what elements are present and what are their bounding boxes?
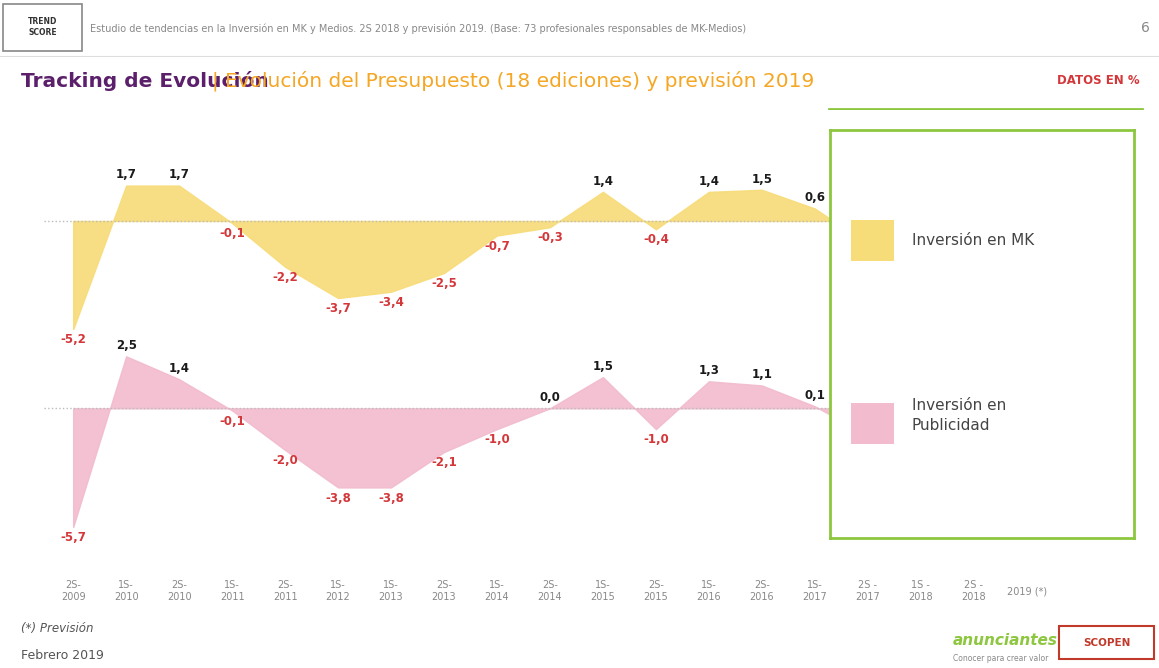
Text: 2S-
2009: 2S- 2009 — [61, 580, 86, 602]
Text: 2S -
2017: 2S - 2017 — [855, 580, 880, 602]
Text: -1,3: -1,3 — [855, 440, 881, 452]
Text: -0,8: -0,8 — [1014, 242, 1040, 255]
Text: 1S-
2016: 1S- 2016 — [697, 580, 721, 602]
Text: 1S-
2013: 1S- 2013 — [379, 580, 403, 602]
Text: -3,7: -3,7 — [326, 302, 351, 315]
Text: 6: 6 — [1140, 21, 1150, 35]
Text: -0,1: -0,1 — [219, 227, 245, 240]
Text: 2,5: 2,5 — [116, 339, 137, 352]
Text: -2,5: -2,5 — [431, 277, 457, 290]
Text: 0,6: 0,6 — [804, 191, 825, 204]
FancyBboxPatch shape — [1059, 626, 1154, 659]
Text: 1,3: 1,3 — [699, 364, 720, 377]
Text: Inversión en
Publicidad: Inversión en Publicidad — [912, 398, 1006, 433]
Text: -1,1: -1,1 — [855, 248, 881, 261]
Text: -1,0: -1,0 — [484, 434, 510, 446]
Text: 2S-
2016: 2S- 2016 — [750, 580, 774, 602]
Text: 2S-
2011: 2S- 2011 — [272, 580, 298, 602]
Text: -2,1: -2,1 — [431, 456, 457, 469]
Text: -2,2: -2,2 — [961, 271, 986, 284]
FancyBboxPatch shape — [851, 220, 894, 261]
Text: 2019 (*): 2019 (*) — [1007, 587, 1047, 596]
Text: -2,2: -2,2 — [272, 271, 298, 284]
Text: 1S-
2011: 1S- 2011 — [220, 580, 245, 602]
Text: -3,4: -3,4 — [378, 296, 404, 309]
Text: Conocer para crear valor: Conocer para crear valor — [953, 655, 1048, 663]
Text: 1S-
2014: 1S- 2014 — [484, 580, 509, 602]
Text: DATOS EN %: DATOS EN % — [1057, 74, 1139, 88]
Text: -3,8: -3,8 — [326, 492, 351, 504]
Text: 1,4: 1,4 — [699, 174, 720, 188]
Text: 1S-
2010: 1S- 2010 — [114, 580, 138, 602]
Text: -2,2: -2,2 — [961, 458, 986, 472]
Text: 2S -
2018: 2S - 2018 — [962, 580, 986, 602]
Text: -2,0: -2,0 — [272, 454, 298, 467]
Text: -0,3: -0,3 — [537, 231, 563, 244]
Text: -0,6: -0,6 — [907, 238, 934, 250]
Text: 0,0: 0,0 — [539, 391, 561, 404]
FancyBboxPatch shape — [3, 4, 82, 51]
Text: -5,7: -5,7 — [60, 531, 86, 544]
Text: Estudio de tendencias en la Inversión en MK y Medios. 2S 2018 y previsión 2019. : Estudio de tendencias en la Inversión en… — [90, 23, 746, 33]
Text: 2S-
2014: 2S- 2014 — [538, 580, 562, 602]
Text: (*) Previsión: (*) Previsión — [21, 623, 94, 635]
Text: -1,0: -1,0 — [643, 434, 669, 446]
Text: 1,5: 1,5 — [751, 172, 772, 186]
Text: -0,5: -0,5 — [1014, 423, 1040, 436]
Text: 1,7: 1,7 — [169, 168, 190, 182]
Text: -5,2: -5,2 — [60, 333, 86, 347]
Text: 2S-
2015: 2S- 2015 — [643, 580, 669, 602]
Text: -0,1: -0,1 — [219, 415, 245, 428]
Text: 2S-
2010: 2S- 2010 — [167, 580, 191, 602]
Text: -0,3: -0,3 — [907, 419, 934, 432]
Text: TREND
SCORE: TREND SCORE — [28, 17, 58, 37]
Text: 0,1: 0,1 — [804, 389, 825, 402]
Text: 1S -
2018: 1S - 2018 — [909, 580, 933, 602]
Text: 1,7: 1,7 — [116, 168, 137, 182]
Text: 1S-
2015: 1S- 2015 — [591, 580, 615, 602]
Text: SCOPEN: SCOPEN — [1084, 638, 1130, 648]
Text: | Evolución del Presupuesto (18 ediciones) y previsión 2019: | Evolución del Presupuesto (18 edicione… — [212, 71, 815, 91]
Text: 1,4: 1,4 — [168, 362, 190, 375]
Text: 2S-
2013: 2S- 2013 — [431, 580, 457, 602]
Text: 1,4: 1,4 — [592, 174, 613, 188]
Text: -0,4: -0,4 — [643, 234, 669, 246]
Text: 1S-
2017: 1S- 2017 — [802, 580, 828, 602]
Text: -0,7: -0,7 — [484, 240, 510, 253]
Text: Tracking de Evolución: Tracking de Evolución — [21, 71, 269, 91]
Text: 1,1: 1,1 — [751, 368, 772, 381]
Text: Febrero 2019: Febrero 2019 — [21, 649, 104, 662]
FancyBboxPatch shape — [851, 403, 894, 444]
Text: 1,5: 1,5 — [592, 360, 613, 373]
Text: Inversión en MK: Inversión en MK — [912, 232, 1034, 248]
Text: anunciantes: anunciantes — [953, 633, 1058, 648]
Text: 1S-
2012: 1S- 2012 — [326, 580, 350, 602]
Text: -3,8: -3,8 — [378, 492, 404, 504]
